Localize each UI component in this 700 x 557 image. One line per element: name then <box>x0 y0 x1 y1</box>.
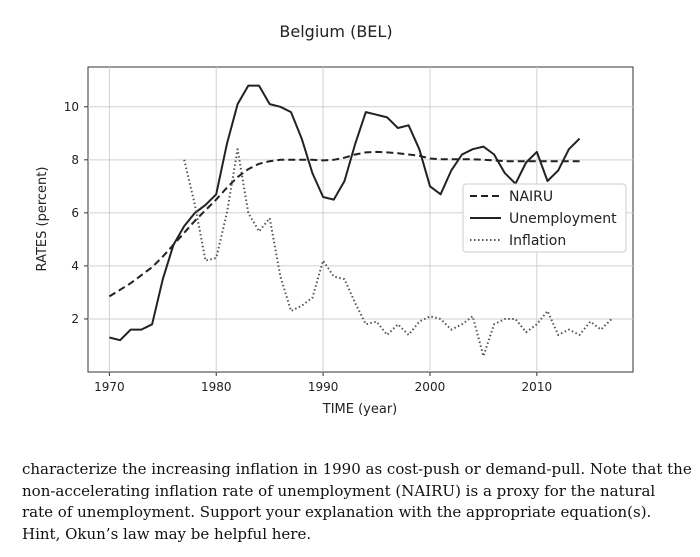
x-tick-label: 1990 <box>308 380 339 394</box>
y-tick-label: 4 <box>71 259 79 273</box>
legend-label-unemployment: Unemployment <box>509 211 617 227</box>
y-axis-label: RATES (percent) <box>35 167 50 272</box>
caption-line: non-accelerating inflation rate of unemp… <box>22 481 656 500</box>
legend: NAIRU Unemployment Inflation <box>462 183 627 253</box>
y-tick-label: 2 <box>71 312 79 326</box>
x-tick-label: 2010 <box>522 380 553 394</box>
caption-line: rate of unemployment. Support your expla… <box>22 503 652 521</box>
x-tick-label: 1970 <box>94 380 125 394</box>
caption-line: Hint, Okun’s law may be helpful here. <box>22 524 312 543</box>
y-tick-label: 8 <box>71 153 79 167</box>
series-group <box>108 84 613 358</box>
y-tick-label: 10 <box>64 100 79 114</box>
line-chart: Belgium (BEL) 1970 1980 1990 2000 2010 2 4 6 8 10… <box>35 22 634 417</box>
y-tick-label: 6 <box>71 206 79 220</box>
caption-line: characterize the increasing inflation in… <box>22 460 692 478</box>
series-line-nairu <box>108 150 580 298</box>
legend-box <box>462 183 627 253</box>
chart-title: Belgium (BEL) <box>279 22 392 41</box>
tick-marks <box>84 106 538 376</box>
x-axis-label: TIME (year) <box>322 402 397 417</box>
tick-labels: 1970 1980 1990 2000 2010 2 4 6 8 10 <box>64 100 552 394</box>
question-text: characterize the increasing inflation in… <box>22 459 692 545</box>
legend-label-nairu: NAIRU <box>509 189 553 205</box>
series-line-unemployment <box>109 84 581 342</box>
x-tick-label: 2000 <box>415 380 446 394</box>
legend-label-inflation: Inflation <box>509 233 566 249</box>
x-tick-label: 1980 <box>201 380 232 394</box>
